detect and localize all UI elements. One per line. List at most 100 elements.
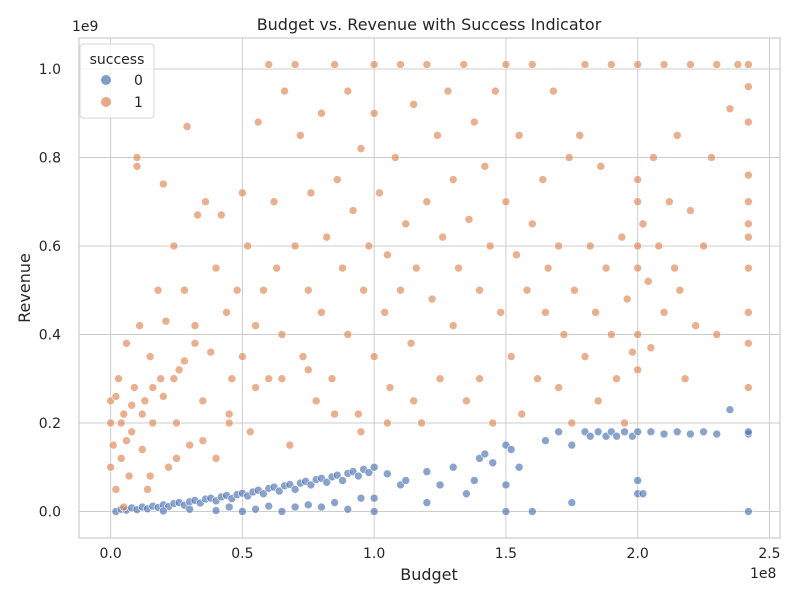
scatter-point-success-1 — [264, 374, 274, 384]
scatter-point-success-1 — [211, 454, 221, 463]
scatter-point-success-1 — [145, 352, 155, 361]
scatter-point-success-1 — [409, 396, 418, 406]
scatter-point-success-1 — [617, 232, 627, 242]
scatter-point-success-1 — [559, 330, 569, 339]
scatter-point-success-1 — [356, 144, 366, 153]
scatter-point-success-1 — [470, 117, 479, 127]
scatter-point-success-1 — [253, 117, 263, 127]
scatter-point-success-1 — [564, 153, 574, 162]
scatter-point-success-1 — [443, 86, 453, 96]
scatter-point-success-1 — [193, 210, 202, 220]
scatter-point-success-1 — [527, 60, 537, 69]
scatter-point-success-1 — [159, 392, 168, 401]
scatter-point-success-1 — [607, 330, 616, 339]
scatter-point-success-1 — [620, 418, 629, 428]
scatter-point-success-0 — [185, 504, 194, 514]
scatter-point-success-1 — [596, 162, 606, 171]
scatter-point-success-0 — [224, 502, 234, 512]
scatter-point-success-1 — [369, 352, 379, 361]
scatter-point-success-1 — [744, 117, 753, 127]
x-axis-label: Budget — [400, 565, 458, 584]
y-tick-label: 1.0 — [39, 62, 61, 78]
scatter-point-success-1 — [633, 365, 642, 375]
scatter-point-success-1 — [633, 241, 642, 251]
x-tick-label: 1.0 — [363, 546, 385, 562]
scatter-point-success-0 — [435, 480, 445, 490]
scatter-point-success-0 — [364, 468, 374, 477]
scatter-point-success-1 — [744, 170, 753, 180]
scatter-point-success-0 — [554, 427, 563, 437]
scatter-point-success-0 — [383, 469, 392, 479]
scatter-point-success-1 — [643, 277, 653, 286]
scatter-point-success-1 — [659, 308, 669, 317]
scatter-point-success-1 — [132, 162, 142, 171]
scatter-point-success-1 — [744, 82, 753, 91]
scatter-point-success-0 — [422, 467, 432, 476]
scatter-point-success-1 — [496, 308, 505, 317]
scatter-point-success-0 — [646, 427, 656, 437]
scatter-point-success-0 — [159, 506, 168, 516]
scatter-point-success-1 — [485, 241, 495, 251]
scatter-point-success-1 — [517, 409, 527, 419]
scatter-point-success-1 — [359, 285, 368, 295]
scatter-point-success-1 — [686, 60, 695, 69]
scatter-point-success-1 — [522, 285, 532, 295]
scatter-point-success-0 — [567, 498, 577, 507]
scatter-point-success-1 — [475, 285, 484, 295]
scatter-point-success-0 — [422, 498, 432, 507]
scatter-point-success-1 — [646, 343, 656, 353]
scatter-point-success-1 — [480, 162, 490, 171]
scatter-point-success-1 — [654, 241, 664, 251]
scatter-point-success-1 — [343, 86, 353, 96]
scatter-point-success-1 — [227, 374, 237, 384]
scatter-point-success-1 — [712, 330, 722, 339]
scatter-point-success-1 — [380, 308, 389, 317]
scatter-point-success-1 — [348, 206, 358, 215]
scatter-point-success-1 — [422, 60, 432, 69]
y-tick-label: 0.4 — [39, 327, 61, 343]
scatter-point-success-0 — [744, 427, 753, 437]
scatter-point-success-1 — [475, 374, 484, 384]
scatter-point-success-1 — [512, 250, 521, 260]
scatter-point-success-1 — [725, 104, 735, 114]
scatter-point-success-1 — [269, 197, 279, 207]
x-tick-label: 0.5 — [231, 546, 253, 562]
scatter-point-success-0 — [332, 470, 342, 480]
scatter-point-success-1 — [127, 427, 137, 437]
scatter-point-success-1 — [554, 241, 563, 251]
scatter-point-success-1 — [143, 485, 152, 494]
scatter-point-success-1 — [224, 409, 234, 419]
scatter-point-success-1 — [707, 153, 716, 162]
scatter-point-success-1 — [277, 330, 287, 339]
scatter-point-success-1 — [396, 285, 405, 295]
scatter-point-success-1 — [217, 210, 226, 220]
scatter-point-success-1 — [201, 197, 210, 207]
scatter-point-success-1 — [180, 356, 189, 366]
x-tick-label: 1.5 — [495, 546, 517, 562]
scatter-point-success-1 — [156, 374, 165, 384]
scatter-point-success-0 — [725, 405, 735, 414]
scatter-point-success-1 — [245, 427, 255, 437]
scatter-point-success-1 — [514, 131, 524, 140]
scatter-point-success-0 — [514, 462, 524, 472]
scatter-point-success-1 — [612, 374, 621, 384]
scatter-point-success-1 — [280, 86, 289, 96]
y-tick-label: 0.0 — [39, 504, 61, 520]
scatter-point-success-1 — [172, 418, 181, 428]
scatter-point-success-0 — [620, 427, 629, 437]
scatter-point-success-1 — [169, 374, 179, 384]
scatter-point-success-1 — [744, 197, 753, 207]
scatter-point-success-1 — [190, 321, 200, 330]
scatter-point-success-1 — [527, 219, 537, 229]
scatter-point-success-0 — [593, 427, 603, 437]
scatter-point-success-1 — [303, 285, 313, 295]
scatter-point-success-1 — [356, 427, 366, 437]
scatter-point-success-1 — [501, 60, 511, 69]
scatter-point-success-1 — [438, 232, 447, 242]
scatter-point-success-1 — [670, 263, 679, 273]
scatter-point-success-1 — [622, 294, 632, 304]
scatter-point-success-1 — [290, 60, 300, 69]
legend: success 0 1 — [79, 43, 155, 119]
scatter-point-success-1 — [159, 179, 168, 189]
